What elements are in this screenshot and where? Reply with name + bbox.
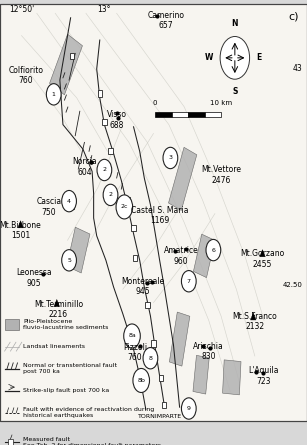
Text: Fault with evidence of reactivation during
historical earthquakes: Fault with evidence of reactivation duri… [23,407,154,418]
Bar [188,112,204,117]
Polygon shape [169,312,190,366]
Text: 7: 7 [187,279,191,284]
Bar [155,112,172,117]
Text: 9: 9 [187,406,191,411]
Text: 5: 5 [67,258,71,263]
Bar [70,53,74,59]
Polygon shape [49,34,83,95]
Text: Colfiorito
760: Colfiorito 760 [9,66,44,85]
Bar [159,375,163,381]
Text: 1: 1 [52,92,56,97]
Text: Norcia
604: Norcia 604 [72,157,97,177]
Text: 2: 2 [102,167,107,173]
Bar [172,112,188,117]
Text: Mt.Birbone
1501: Mt.Birbone 1501 [0,221,41,240]
Bar [8,439,13,445]
Text: E: E [256,53,262,62]
Text: TORNIMPARTE: TORNIMPARTE [138,413,182,419]
Circle shape [116,195,133,219]
Bar [102,119,107,125]
Text: Amatrice
960: Amatrice 960 [164,246,199,266]
Circle shape [97,159,112,181]
Polygon shape [54,299,60,307]
Polygon shape [223,360,241,395]
Text: 3: 3 [168,155,173,161]
Circle shape [62,250,76,271]
Polygon shape [169,147,197,210]
Text: c): c) [289,11,299,21]
Polygon shape [193,355,209,394]
Polygon shape [193,234,215,278]
Text: Pizzoli
760: Pizzoli 760 [123,343,147,362]
Circle shape [133,368,150,392]
Text: 6: 6 [212,247,215,253]
Text: 2: 2 [108,192,113,198]
Text: 8: 8 [149,356,152,361]
Text: 0: 0 [153,101,157,106]
Bar [151,340,156,347]
Circle shape [103,184,118,206]
Bar [70,202,74,209]
Text: Landsat lineaments: Landsat lineaments [23,344,85,349]
Circle shape [143,348,158,369]
Bar [145,302,150,308]
Text: Normal or transtentional fault
post 700 ka: Normal or transtentional fault post 700 … [23,363,117,374]
Text: 43: 43 [293,65,302,73]
Text: 2c: 2c [121,204,128,210]
Bar [98,90,102,97]
Text: Castel S. Maria
1169: Castel S. Maria 1169 [131,206,188,225]
Circle shape [163,147,178,169]
Bar [108,148,113,154]
Text: Strike-slip fault post 700 ka: Strike-slip fault post 700 ka [23,388,109,393]
Text: N: N [231,20,238,28]
Circle shape [124,324,140,348]
Text: Plio-Pleistocene
fluvio-lacustrine sediments: Plio-Pleistocene fluvio-lacustrine sedim… [23,319,108,330]
Polygon shape [260,250,265,257]
Text: 4: 4 [67,198,71,204]
Polygon shape [251,313,256,320]
Bar [125,197,130,203]
Text: W: W [205,53,213,62]
Text: Leonessa
905: Leonessa 905 [16,268,52,288]
Bar [162,402,166,408]
Polygon shape [18,221,23,228]
Text: S: S [232,87,238,96]
Text: Mt.Gorzano
2455: Mt.Gorzano 2455 [240,249,285,269]
Circle shape [181,271,196,292]
Circle shape [46,84,61,105]
Circle shape [206,239,221,261]
Bar [133,255,137,261]
Text: 8a: 8a [128,333,136,339]
Text: Montereale
945: Montereale 945 [121,277,164,296]
Circle shape [62,190,76,212]
Text: 10 km: 10 km [210,101,232,106]
Bar [204,112,221,117]
Text: Mt.Terminillo
2216: Mt.Terminillo 2216 [34,299,83,319]
Text: L'Aquila
723: L'Aquila 723 [248,366,279,386]
Bar [5,320,19,330]
Text: Visso
688: Visso 688 [107,110,127,130]
Text: 8b: 8b [137,378,145,383]
Circle shape [181,398,196,419]
Text: Mt.Vettore
2476: Mt.Vettore 2476 [201,165,241,185]
Text: Camerino
657: Camerino 657 [147,11,184,30]
Text: Cascia
750: Cascia 750 [37,197,62,217]
Text: 42.50: 42.50 [282,282,302,288]
Text: Arischia
830: Arischia 830 [193,342,224,361]
Text: 13°: 13° [98,5,111,14]
Polygon shape [67,227,90,273]
Text: 12°50': 12°50' [9,5,34,14]
Bar [131,225,136,231]
Text: Mt.S.Franco
2132: Mt.S.Franco 2132 [232,312,277,331]
Circle shape [220,36,250,79]
Text: Measured fault
See Tab. 2 for dimensional fault parameters: Measured fault See Tab. 2 for dimensiona… [23,437,161,445]
